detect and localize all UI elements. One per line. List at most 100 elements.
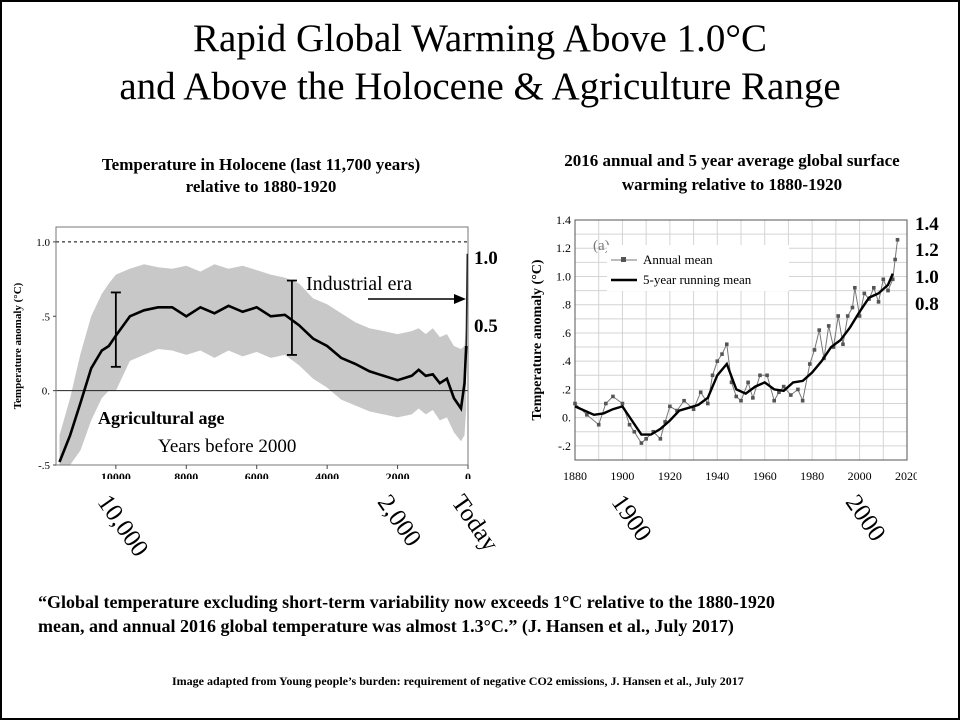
instrumental-chart: -.2 0. .2 .4 .6 .8 1.0 1.2 1.4 1880 1900 1920 1940 1…	[530, 213, 917, 483]
left-chart-title-1: Temperature in Holocene (last 11,700 yea…	[101, 155, 421, 174]
x-tick-label: 2000	[386, 470, 410, 479]
annual-mean-point	[724, 342, 729, 347]
annual-mean-point	[886, 288, 890, 293]
right-chart-title-1: 2016 annual and 5 year average global su…	[564, 151, 900, 170]
image-credit: Image adapted from Young people’s burden…	[172, 674, 744, 688]
x-tick-label: 2020	[895, 469, 917, 483]
annual-mean-point	[668, 404, 672, 409]
annual-mean-point	[632, 429, 637, 434]
annual-mean-point	[796, 387, 800, 392]
left-side-tick-1-0: 1.0	[474, 248, 498, 269]
annual-mean-point	[604, 401, 608, 406]
annual-mean-point	[620, 401, 625, 406]
annual-mean-point	[663, 420, 667, 424]
annual-mean-point	[698, 390, 703, 395]
annual-mean-point	[872, 285, 876, 290]
annual-mean-point	[772, 398, 776, 403]
annual-mean-point	[639, 441, 644, 445]
industrial-era-label: Industrial era	[306, 273, 412, 295]
plot-frame	[55, 226, 469, 466]
annual-mean-point	[777, 390, 781, 395]
annual-mean-point	[658, 437, 663, 441]
annual-mean-point	[841, 342, 845, 347]
right-side-tick-1-4: 1.4	[915, 214, 939, 235]
left-y-axis-label: Temperature anomaly (°C)	[12, 282, 24, 409]
y-tick-label: 1.4	[556, 213, 571, 227]
legend-annual-label: Annual mean	[643, 252, 713, 267]
annual-mean-point	[862, 291, 867, 296]
y-tick-label: -.5	[38, 460, 50, 472]
annual-mean-point	[758, 373, 762, 378]
legend-box	[607, 245, 789, 291]
y-tick-label: .2	[562, 382, 571, 396]
quote-line-1: “Global temperature excluding short-term…	[38, 592, 775, 612]
annual-mean-point	[893, 257, 897, 262]
title-line-2: and Above the Holocene & Agriculture Ran…	[119, 65, 841, 108]
x-tick-label: 1980	[800, 469, 824, 483]
annual-mean-point	[817, 328, 822, 332]
annual-mean-point	[739, 398, 743, 403]
annual-mean-point	[734, 394, 739, 399]
x-tick-label: 0	[465, 470, 471, 479]
legend-running-label: 5-year running mean	[643, 272, 752, 287]
plot-frame	[574, 219, 908, 461]
x-tick-label: 1900	[610, 469, 634, 483]
left-x-axis-label: Years before 2000	[158, 436, 296, 457]
annual-mean-point	[831, 345, 836, 349]
big-label-2000: 2,000	[371, 490, 427, 552]
annual-mean-point	[611, 394, 615, 399]
industrial-era-arrowhead	[454, 294, 466, 304]
annual-mean-point	[746, 380, 750, 385]
annual-mean-point	[789, 393, 793, 397]
panel-label: (a)	[593, 238, 610, 254]
y-tick-label: 1.0	[556, 269, 571, 283]
x-tick-label: 1920	[658, 469, 682, 483]
annual-mean-point	[853, 285, 857, 290]
annual-mean-point	[890, 277, 895, 282]
y-tick-label: -.2	[558, 439, 571, 453]
y-tick-label: 0.	[42, 386, 51, 398]
holocene-chart: 10000 8000 6000 4000 2000 0 -.5 0. .5 1.0 Temper…	[12, 226, 471, 479]
big-label-10000: 10,000	[91, 490, 154, 562]
right-side-tick-1-0: 1.0	[915, 267, 939, 288]
right-y-axis-label: Temperature anomaly (°C)	[530, 259, 545, 420]
annual-mean-point	[800, 398, 805, 403]
annual-mean-point	[596, 422, 601, 427]
annual-mean-point	[765, 373, 769, 378]
annual-mean-point	[706, 401, 710, 406]
annual-mean-point	[651, 429, 656, 434]
x-tick-label: 1940	[705, 469, 729, 483]
annual-mean-point	[585, 413, 589, 417]
annual-mean-point	[807, 362, 812, 366]
x-tick-label: 6000	[245, 470, 269, 479]
right-side-tick-0-8: 0.8	[915, 294, 939, 315]
y-tick-label: 0.	[562, 411, 571, 425]
uncertainty-band	[59, 264, 467, 465]
annual-mean-point	[845, 314, 850, 318]
annual-mean-point	[644, 437, 648, 441]
holocene-temperature-line	[58, 304, 468, 463]
right-chart-title-2: warming relative to 1880-1920	[621, 175, 843, 194]
big-label-today: Today	[445, 490, 504, 557]
annual-mean-point	[751, 396, 755, 400]
x-tick-label: 2000	[848, 469, 872, 483]
annual-mean-point	[857, 314, 862, 318]
annual-mean-point	[573, 401, 577, 406]
annual-mean-point	[715, 359, 720, 363]
annual-mean-point	[895, 237, 900, 242]
y-tick-label: 1.2	[556, 241, 571, 255]
annual-mean-point	[826, 324, 831, 328]
y-tick-label: .4	[562, 354, 571, 368]
right-side-tick-1-2: 1.2	[915, 240, 939, 261]
annual-mean-point	[675, 408, 679, 413]
annual-mean-point	[881, 277, 886, 282]
x-tick-label: 4000	[315, 470, 339, 479]
x-tick-label: 8000	[174, 470, 198, 479]
annual-mean-point	[627, 422, 632, 427]
y-tick-label: .8	[562, 298, 571, 312]
x-tick-label: 1880	[563, 469, 587, 483]
left-chart-title-2: relative to 1880-1920	[185, 177, 337, 196]
industrial-spike	[465, 253, 469, 347]
quote-line-2: mean, and annual 2016 global temperature…	[38, 616, 734, 636]
left-side-tick-0-5: 0.5	[474, 316, 498, 337]
